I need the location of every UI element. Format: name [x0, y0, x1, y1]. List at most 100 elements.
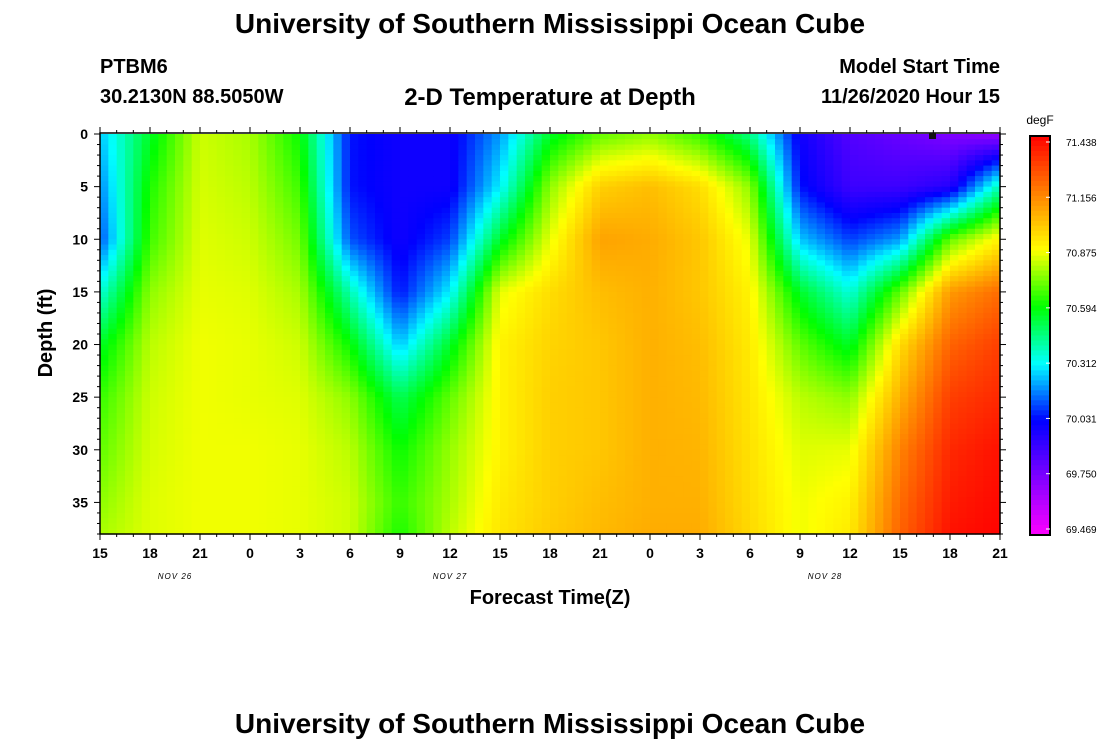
heat-cell: [533, 155, 543, 161]
heat-cell: [475, 155, 484, 161]
heat-cell: [850, 244, 859, 251]
heat-cell: [850, 155, 859, 161]
heat-cell: [816, 218, 826, 225]
heat-cell: [491, 297, 501, 304]
heat-cell: [158, 286, 168, 293]
heat-cell: [283, 339, 293, 346]
heat-cell: [158, 186, 168, 193]
heat-cell: [741, 160, 751, 167]
heat-cell: [308, 228, 318, 235]
heat-cell: [525, 339, 534, 346]
heat-cell: [575, 234, 584, 240]
heat-cell: [708, 365, 718, 372]
heat-cell: [375, 234, 384, 240]
heat-cell: [600, 186, 609, 193]
heat-cell: [316, 239, 326, 246]
heat-cell: [641, 360, 651, 367]
heat-cell: [866, 260, 876, 267]
heat-cell: [466, 144, 476, 151]
heat-cell: [941, 355, 951, 361]
heat-cell: [766, 165, 776, 172]
heat-cell: [650, 360, 659, 367]
heat-cell: [391, 170, 401, 177]
heat-cell: [766, 234, 776, 240]
heat-cell: [808, 291, 818, 298]
heat-cell: [575, 244, 584, 251]
heat-cell: [466, 370, 476, 377]
heat-cell: [133, 170, 143, 177]
heat-cell: [383, 212, 393, 219]
heat-cell: [708, 286, 718, 293]
heat-cell: [400, 234, 409, 240]
heat-cell: [975, 160, 984, 167]
heat-cell: [341, 149, 351, 156]
heat-cell: [516, 323, 526, 330]
heat-cell: [408, 186, 418, 193]
heat-cell: [758, 218, 768, 225]
heat-cell: [808, 207, 818, 214]
heat-cell: [325, 191, 334, 198]
heat-cell: [275, 260, 284, 267]
heat-cell: [800, 212, 809, 219]
heat-cell: [166, 144, 176, 151]
heat-cell: [841, 270, 851, 277]
heat-cell: [441, 149, 451, 156]
heat-cell: [500, 328, 509, 335]
heat-cell: [933, 244, 943, 251]
heat-cell: [691, 260, 701, 267]
heat-cell: [825, 281, 834, 288]
heat-cell: [541, 365, 551, 372]
heat-cell: [675, 286, 684, 293]
heat-cell: [958, 134, 968, 140]
heat-cell: [933, 160, 943, 167]
heat-cell: [566, 149, 576, 156]
heat-cell: [283, 376, 293, 382]
heat-cell: [700, 328, 709, 335]
heat-cell: [116, 228, 126, 235]
heat-cell: [433, 249, 443, 256]
heat-cell: [433, 239, 443, 246]
heat-cell: [225, 234, 234, 240]
heat-cell: [116, 312, 126, 319]
heat-cell: [800, 339, 809, 346]
heat-cell: [683, 149, 693, 156]
heat-cell: [266, 355, 276, 361]
heat-cell: [933, 212, 943, 219]
heat-cell: [216, 297, 226, 304]
heat-cell: [950, 307, 959, 314]
heat-cell: [333, 197, 343, 204]
heat-cell: [633, 186, 643, 193]
heat-cell: [358, 223, 368, 230]
heat-cell: [491, 349, 501, 356]
heat-cell: [900, 323, 909, 330]
heat-cell: [566, 312, 576, 319]
heat-cell: [275, 344, 284, 351]
heat-cell: [316, 249, 326, 256]
heat-cell: [883, 302, 893, 309]
heat-cell: [275, 334, 284, 340]
heat-cell: [308, 323, 318, 330]
heat-cell: [466, 255, 476, 261]
heat-cell: [391, 276, 401, 282]
heat-cell: [750, 176, 759, 182]
heat-cell: [150, 134, 159, 140]
heat-cell: [333, 181, 343, 188]
heat-cell: [816, 307, 826, 314]
heat-cell: [183, 223, 193, 230]
heat-cell: [533, 312, 543, 319]
heat-cell: [175, 365, 184, 372]
heat-cell: [858, 255, 868, 261]
heat-cell: [475, 328, 484, 335]
heat-cell: [383, 134, 393, 140]
heat-cell: [633, 302, 643, 309]
heat-cell: [366, 270, 376, 277]
heat-cell: [500, 191, 509, 198]
heat-cell: [241, 212, 251, 219]
heat-cell: [325, 223, 334, 230]
heat-cell: [658, 223, 668, 230]
heat-cell: [925, 307, 934, 314]
heat-cell: [991, 339, 1001, 346]
heat-cell: [575, 265, 584, 272]
heat-cell: [383, 302, 393, 309]
heat-cell: [983, 370, 993, 377]
